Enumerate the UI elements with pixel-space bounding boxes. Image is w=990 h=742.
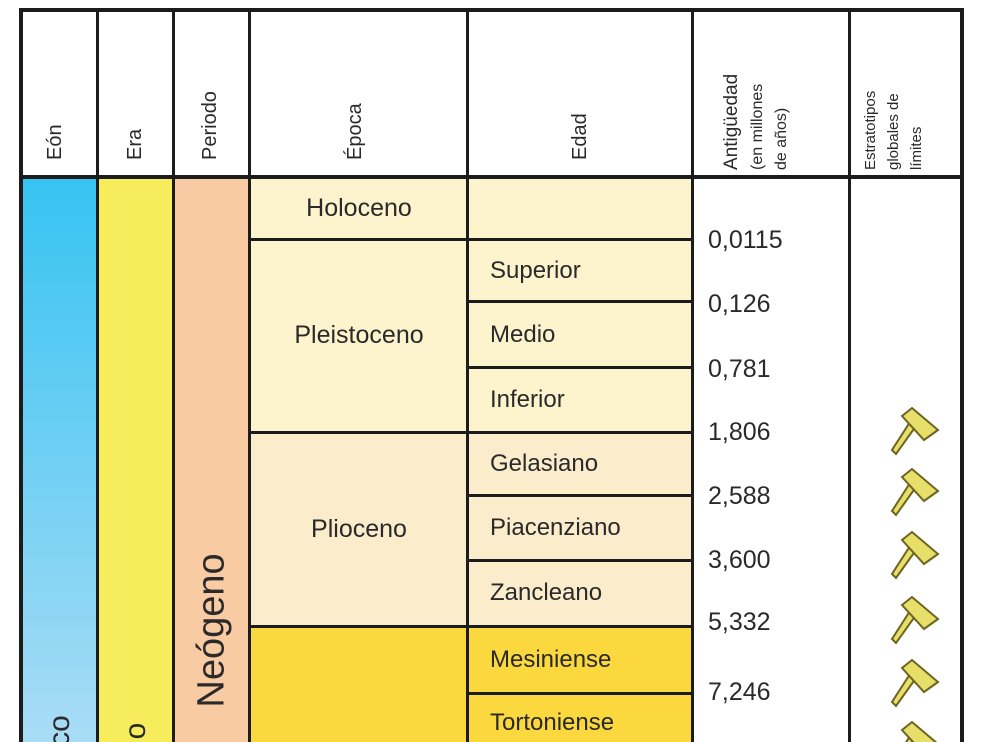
header-age: Edad xyxy=(569,113,591,160)
golden-spike-icon xyxy=(900,720,938,742)
epoch-pleistocene: Pleistoceno xyxy=(250,239,468,432)
epoch-divider xyxy=(250,431,693,434)
age-divider xyxy=(468,366,693,369)
column-divider xyxy=(172,8,175,742)
epoch-divider xyxy=(250,238,693,241)
spike-head xyxy=(900,530,940,566)
age-medio: Medio xyxy=(468,302,692,367)
age-gelasiano: Gelasiano xyxy=(468,432,692,495)
epoch-holocene: Holoceno xyxy=(250,178,468,239)
age-piacenziano: Piacenziano xyxy=(468,495,692,560)
age-label: Inferior xyxy=(490,385,565,413)
age-divider xyxy=(468,559,693,562)
boundary-value: 0,781 xyxy=(708,355,771,383)
spike-head xyxy=(900,720,938,742)
spike-head xyxy=(900,595,940,631)
header-stratotypes-line-3: límites xyxy=(908,126,925,170)
age-label: Mesiniense xyxy=(490,645,612,673)
column-divider xyxy=(848,8,851,742)
epoch-divider xyxy=(250,625,693,628)
boundary-value: 1,806 xyxy=(708,418,771,446)
header-antiquity-line-2: (en millones xyxy=(749,83,766,170)
boundary-value: 2,588 xyxy=(708,482,771,510)
header-eon: Eón xyxy=(44,124,66,160)
column-divider xyxy=(466,8,469,742)
epoch-miocene xyxy=(250,626,468,742)
column-divider xyxy=(96,8,99,742)
top-border xyxy=(20,8,964,12)
boundary-value: 0,0115 xyxy=(708,226,783,254)
age-superior: Superior xyxy=(468,239,692,302)
header-stratotypes-line-1: Estratotipos xyxy=(862,90,879,170)
age-divider xyxy=(468,692,693,695)
age-tortoniense: Tortoniense xyxy=(468,693,692,742)
period-label: Neógeno xyxy=(190,553,233,708)
boundary-value: 7,246 xyxy=(708,678,771,706)
age-label: Medio xyxy=(490,320,556,348)
boundary-value: 3,600 xyxy=(708,546,771,574)
spike-head xyxy=(900,406,940,442)
age-inferior: Inferior xyxy=(468,367,692,432)
period-cell: Neógeno xyxy=(174,178,250,742)
age-label: Tortoniense xyxy=(490,709,615,736)
epoch-label: Holoceno xyxy=(306,194,412,222)
age-label: Zancleano xyxy=(490,579,603,606)
boundary-value: 0,126 xyxy=(708,290,771,318)
age-label: Superior xyxy=(490,256,581,284)
age-divider xyxy=(468,300,693,303)
left-border xyxy=(19,8,23,742)
header-period: Periodo xyxy=(199,91,221,160)
golden-spike-icon xyxy=(890,467,940,517)
eon-cell: co xyxy=(22,178,98,742)
golden-spike-icon xyxy=(890,530,940,580)
column-divider xyxy=(248,8,251,742)
golden-spike-icon xyxy=(890,658,940,708)
header-row xyxy=(20,10,964,178)
header-stratotypes-line-2: globales de xyxy=(885,93,902,170)
column-divider xyxy=(691,8,694,742)
golden-spike-icon xyxy=(890,595,940,645)
age-zancleano: Zancleano xyxy=(468,560,692,626)
eon-label: co xyxy=(43,715,76,742)
header-bottom-border xyxy=(20,175,964,179)
boundary-value: 5,332 xyxy=(708,608,771,636)
epoch-label: Pleistoceno xyxy=(294,321,424,349)
era-cell: o xyxy=(98,178,174,742)
age-label: Gelasiano xyxy=(490,449,599,477)
spike-head xyxy=(900,658,940,694)
header-antiquity-line-1: Antigüedad xyxy=(721,73,742,170)
header-antiquity-line-3: de años) xyxy=(773,107,790,170)
header-epoch: Época xyxy=(344,103,366,160)
age-divider xyxy=(468,494,693,497)
age-mesiniense: Mesiniense xyxy=(468,626,692,693)
spike-head xyxy=(900,467,940,503)
right-border xyxy=(960,8,964,742)
age-label: Piacenziano xyxy=(490,513,621,541)
age-holocene-blank xyxy=(468,178,692,239)
era-label: o xyxy=(119,722,152,740)
golden-spike-icon xyxy=(890,406,940,456)
epoch-pliocene: Plioceno xyxy=(250,432,468,626)
header-era: Era xyxy=(124,128,146,160)
epoch-label: Plioceno xyxy=(311,514,407,543)
